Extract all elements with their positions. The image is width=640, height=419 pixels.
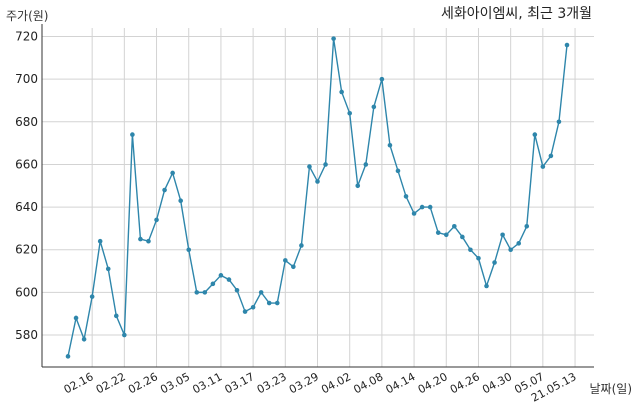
data-point [258,290,264,295]
x-tick-label: 04.02 [319,370,353,396]
x-tick-label: 04.14 [384,370,418,396]
x-tick-label: 02.26 [126,370,160,396]
data-point [178,198,183,203]
x-tick-label: 03.29 [287,370,321,396]
data-point [194,290,200,295]
data-point [452,223,457,229]
data-point [371,104,377,110]
data-point [226,277,232,282]
data-point [210,281,216,287]
data-point [291,264,296,270]
x-tick-label: 03.17 [223,370,257,396]
data-point [307,164,312,169]
data-point [500,232,505,238]
data-point [97,238,103,244]
data-point [363,162,369,167]
data-point [395,168,401,174]
data-point [81,336,87,342]
data-point [468,247,473,253]
y-tick-label: 700 [15,72,38,86]
x-tick-label: 04.30 [480,370,514,396]
data-point [476,255,481,261]
data-point [443,232,449,238]
y-tick-label: 680 [15,115,38,129]
data-point [387,142,393,148]
data-point [299,243,304,248]
data-point [331,36,336,41]
data-point [532,132,538,137]
grid [42,28,594,367]
data-point [540,164,546,169]
data-point [484,283,489,289]
x-tick-label: 03.23 [255,370,289,396]
data-point [65,354,71,359]
data-point [105,266,111,272]
data-point [524,223,530,229]
data-point [113,313,119,319]
data-point [138,236,143,242]
chart-title: 세화아이엠씨, 최근 3개월 [441,6,592,22]
x-tick-label: 03.11 [190,370,224,396]
data-point [347,110,352,116]
axes [41,24,594,368]
data-point [122,332,127,338]
data-point [379,76,385,82]
y-tick-label: 660 [15,157,38,171]
x-axis-label: 날짜(일) [590,382,632,396]
y-tick-label: 720 [15,30,38,44]
data-point [419,204,425,210]
data-point [411,211,417,216]
data-point [508,247,513,253]
data-point [186,247,192,253]
x-tick-labels: 02.1602.2202.2603.0503.1103.1703.2303.29… [62,370,579,404]
data-point [556,119,562,125]
x-tick-label: 04.20 [416,370,450,396]
data-point [170,170,175,176]
data-point [283,258,288,263]
x-tick-label: 04.08 [351,370,385,396]
data-point [242,309,248,314]
data-point [89,294,95,299]
data-point [435,230,441,235]
data-point [355,183,361,189]
x-tick-label: 03.05 [158,370,192,396]
data-point [460,234,465,240]
data-point [162,187,167,193]
y-tick-labels: 580 600 620 640 660 680 700 720 [15,30,38,342]
y-tick-label: 580 [15,328,38,342]
data-point [564,42,570,48]
data-point [548,153,554,159]
data-point [403,194,409,199]
y-tick-label: 640 [15,200,38,214]
data-point [323,162,328,167]
data-point [492,260,497,265]
x-tick-label: 02.22 [94,370,128,396]
data-point [274,300,280,306]
data-point [146,238,151,244]
y-axis-label: 주가(원) [6,9,48,23]
data-point [218,273,224,278]
data-point [339,89,344,95]
data-points [65,36,570,359]
data-point [73,315,79,321]
data-point [130,132,135,137]
data-point [516,241,522,246]
data-point [154,217,159,223]
data-point [234,287,240,293]
data-point [250,305,256,310]
data-point [427,204,433,210]
data-point [202,290,208,295]
y-tick-label: 600 [15,285,38,299]
x-tick-label: 02.16 [62,370,96,396]
data-point [315,179,320,184]
data-point [266,300,272,306]
x-tick-label: 04.26 [448,370,482,396]
y-tick-label: 620 [15,243,38,257]
